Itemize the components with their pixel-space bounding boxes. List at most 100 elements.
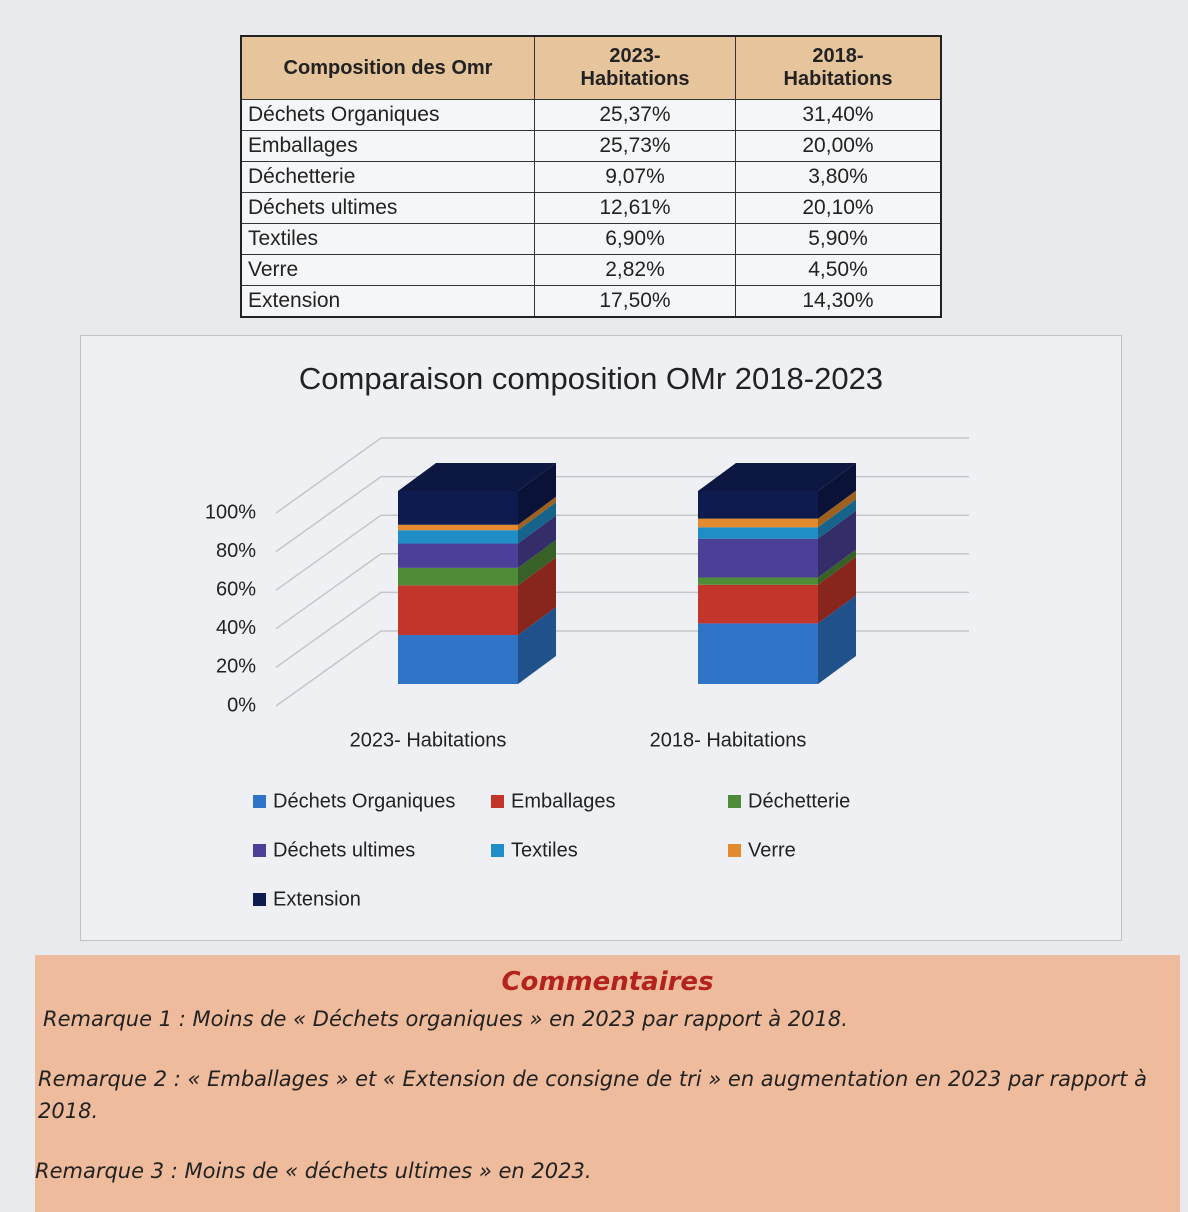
legend-label: Déchets Organiques — [273, 790, 455, 812]
bar-segment — [398, 635, 518, 684]
bar-segment-side — [818, 595, 856, 684]
bar-segment — [398, 491, 518, 525]
table-row: Déchets ultimes 12,61% 20,10% — [240, 192, 942, 224]
y-tick-label: 0% — [227, 694, 256, 716]
y-tick-label: 40% — [216, 617, 256, 639]
table-row: Emballages 25,73% 20,00% — [240, 130, 942, 162]
header-row: Composition des Omr 2023- Habitations 20… — [240, 35, 942, 100]
bar-segment-side — [518, 557, 556, 636]
legend-swatch — [728, 795, 741, 808]
bar-segment — [398, 567, 518, 586]
grid-line — [275, 630, 969, 707]
table-cell: Extension — [240, 285, 535, 318]
remark: Remarque 3 : Moins de « déchets ultimes … — [35, 1159, 592, 1183]
remark: Remarque 1 : Moins de « Déchets organiqu… — [43, 1007, 848, 1031]
table-cell: 9,07% — [534, 161, 736, 193]
bar-segment — [698, 538, 818, 578]
y-tick-label: 20% — [216, 656, 256, 678]
table-row: Textiles 6,90% 5,90% — [240, 223, 942, 255]
table-cell: Déchets Organiques — [240, 99, 535, 131]
bar-segment — [698, 527, 818, 539]
grid-line — [275, 591, 969, 669]
y-tick-label: 80% — [216, 540, 256, 562]
legend-label: Déchetterie — [748, 790, 850, 812]
bar-segment — [698, 491, 818, 519]
chart-title: Comparaison composition OMr 2018-2023 — [299, 361, 883, 396]
y-tick-label: 100% — [205, 501, 256, 523]
bar-segment-side — [818, 549, 856, 585]
table-cell: 31,40% — [735, 99, 942, 131]
bar-segment-side — [518, 502, 556, 544]
legend-swatch — [491, 844, 504, 857]
table-row: Verre 2,82% 4,50% — [240, 254, 942, 286]
composition-table: Composition des Omr 2023- Habitations 20… — [240, 35, 942, 318]
legend-label: Déchets ultimes — [273, 839, 415, 861]
header-cell: 2023- Habitations — [534, 35, 736, 100]
bar-segment — [698, 577, 818, 585]
table-cell: Déchets ultimes — [240, 192, 535, 224]
grid-line — [275, 475, 969, 553]
bar-segment-side — [818, 490, 856, 528]
bar-segment-side — [518, 539, 556, 586]
remark: Remarque 2 : « Emballages » et « Extensi… — [38, 1067, 1147, 1123]
bar-segment-side — [518, 515, 556, 568]
table-cell: 20,00% — [735, 130, 942, 162]
header-cell: Composition des Omr — [240, 35, 535, 100]
bar-segment-side — [818, 556, 856, 624]
bar-top — [398, 463, 556, 491]
chart-box: Comparaison composition OMr 2018-2023 0%… — [80, 335, 1122, 941]
bar-segment-side — [818, 510, 856, 578]
table-cell: Textiles — [240, 223, 535, 255]
legend-swatch — [728, 844, 741, 857]
table-cell: Verre — [240, 254, 535, 286]
x-tick-label: 2023- Habitations — [350, 729, 507, 751]
header-cell: 2018- Habitations — [735, 35, 942, 100]
header-text: 2018- Habitations — [783, 45, 893, 90]
table-cell: 17,50% — [534, 285, 736, 318]
table-row: Déchets Organiques 25,37% 31,40% — [240, 99, 942, 131]
remarks: Remarque 1 : Moins de « Déchets organiqu… — [35, 1003, 1180, 1187]
legend-label: Verre — [748, 839, 796, 861]
table-row: Extension 17,50% 14,30% — [240, 285, 942, 318]
bar-segment — [698, 623, 818, 684]
bar-top — [698, 463, 856, 491]
table-cell: 2,82% — [534, 254, 736, 286]
comments-title: Commentaires — [501, 967, 714, 997]
table-cell: Déchetterie — [240, 161, 535, 193]
table-cell: Emballages — [240, 130, 535, 162]
grid-line — [275, 437, 969, 514]
grid-line — [275, 553, 969, 630]
chart: Comparaison composition OMr 2018-2023 0%… — [205, 361, 969, 910]
y-tick-label: 60% — [216, 578, 256, 600]
bar-segment — [398, 524, 518, 531]
grid-line — [275, 514, 969, 591]
bar-segment — [398, 530, 518, 544]
comments: Commentaires Remarque 1 : Moins de « Déc… — [35, 955, 1180, 1212]
table-cell: 12,61% — [534, 192, 736, 224]
table-cell: 6,90% — [534, 223, 736, 255]
bar-segment-side — [518, 496, 556, 531]
legend-label: Textiles — [511, 839, 578, 861]
bar-segment — [398, 585, 518, 636]
bar-segment — [398, 543, 518, 568]
legend-swatch — [491, 795, 504, 808]
bar-segment-side — [818, 499, 856, 539]
bar-segment — [698, 584, 818, 624]
table-cell: 14,30% — [735, 285, 942, 318]
legend-swatch — [253, 795, 266, 808]
table-cell: 25,73% — [534, 130, 736, 162]
bar-segment-side — [518, 607, 556, 684]
bar-segment — [698, 518, 818, 528]
legend-label: Extension — [273, 888, 361, 910]
table-row: Déchetterie 9,07% 3,80% — [240, 161, 942, 193]
header-text: 2023- Habitations — [580, 45, 690, 90]
legend-label: Emballages — [511, 790, 616, 812]
legend-swatch — [253, 844, 266, 857]
x-tick-label: 2018- Habitations — [650, 729, 807, 751]
bar-segment-side — [818, 463, 856, 519]
table-cell: 25,37% — [534, 99, 736, 131]
table-cell: 5,90% — [735, 223, 942, 255]
bar-segment-side — [518, 463, 556, 525]
table-cell: 4,50% — [735, 254, 942, 286]
